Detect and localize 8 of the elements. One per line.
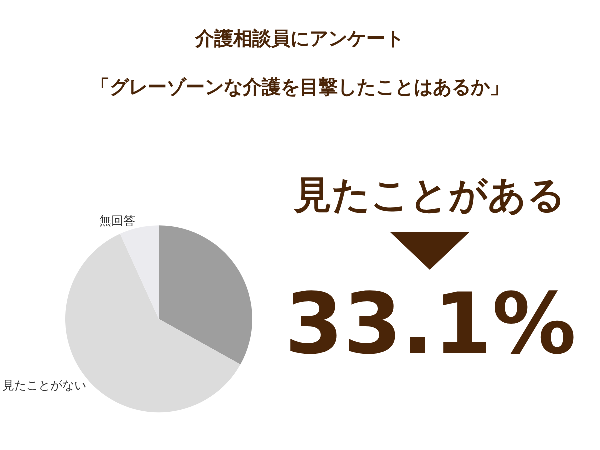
pie-slice	[159, 226, 252, 365]
slice-label: 無回答	[100, 214, 136, 228]
slice-label: 見たことがない	[2, 378, 87, 393]
slice-label: 見たことがある	[292, 172, 567, 219]
data-label: 33.1%	[285, 275, 576, 373]
chart-title: 介護相談員にアンケート	[194, 28, 404, 50]
chart-subtitle: 「グレーゾーンな介護を目撃したことはあるか」	[91, 76, 509, 98]
pie-slice	[120, 226, 159, 320]
